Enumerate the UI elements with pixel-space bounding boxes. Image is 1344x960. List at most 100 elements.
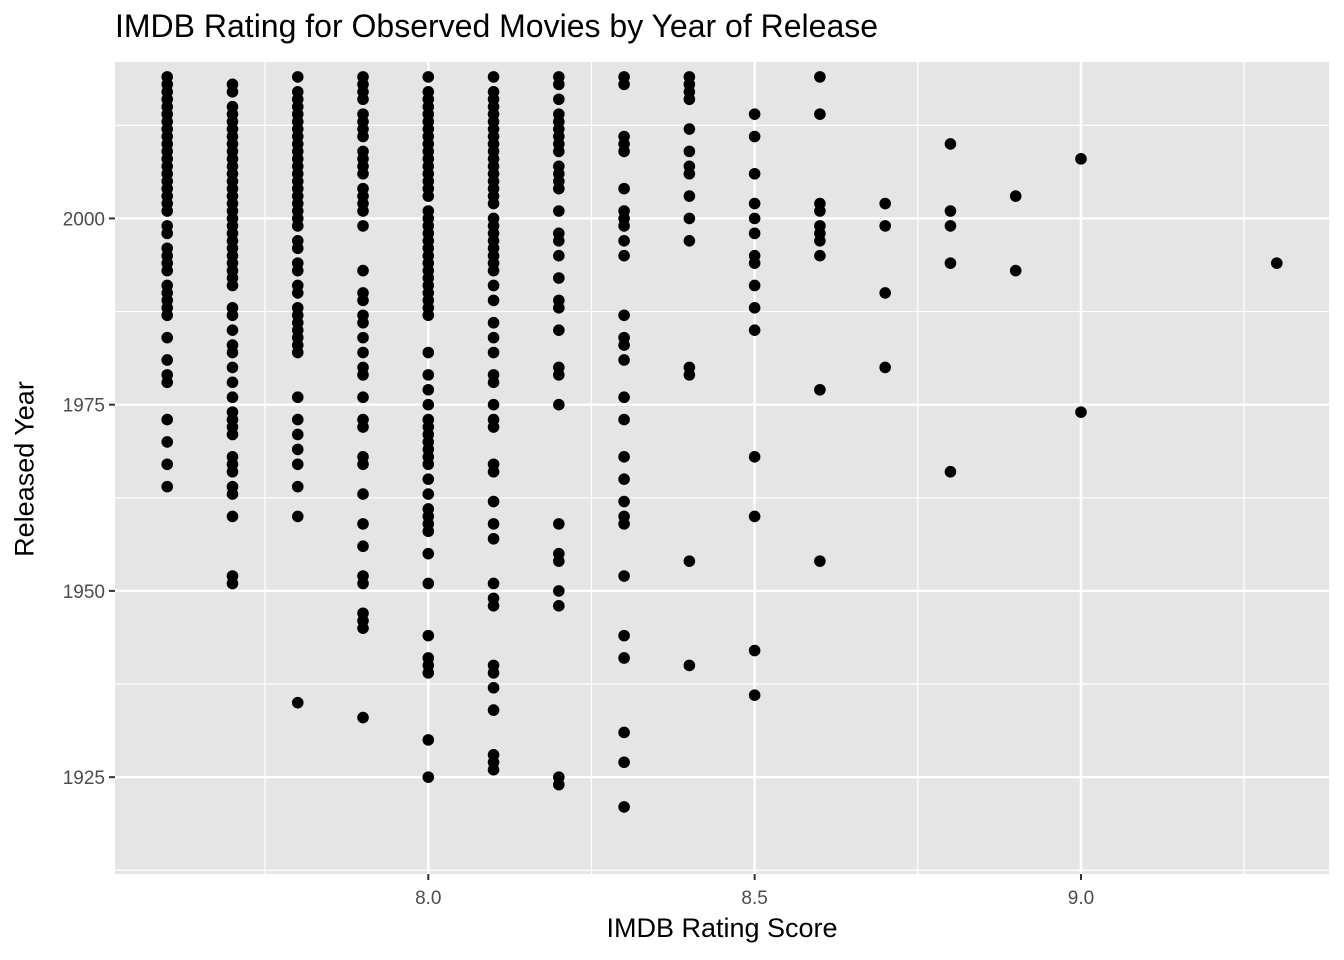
data-point [226, 346, 239, 359]
data-point [1075, 153, 1087, 165]
data-point [553, 778, 565, 791]
data-point [161, 354, 174, 366]
data-point [748, 689, 761, 702]
data-point [422, 473, 435, 485]
data-point [748, 227, 761, 240]
data-point [487, 346, 500, 359]
data-point [683, 93, 696, 106]
data-point [748, 212, 761, 225]
x-axis-ticks: 8.0 8.5 9.0 [415, 874, 1094, 909]
data-point [748, 302, 761, 314]
data-point [487, 376, 500, 389]
minor-gridlines [115, 62, 1329, 874]
data-point [814, 71, 826, 83]
data-point [357, 711, 369, 724]
data-points [161, 71, 1283, 813]
data-point [618, 518, 630, 530]
data-point [291, 458, 304, 471]
data-point [553, 249, 565, 262]
data-point [618, 726, 630, 739]
data-point [226, 324, 239, 336]
data-point [748, 167, 761, 180]
data-point [422, 734, 435, 746]
data-point [422, 383, 435, 396]
data-point [226, 376, 239, 389]
data-point [161, 331, 174, 344]
data-point [422, 346, 435, 359]
data-point [814, 234, 826, 247]
data-point [618, 339, 630, 351]
data-point [226, 85, 239, 98]
data-point [357, 167, 369, 180]
data-point [814, 249, 826, 262]
data-point [618, 652, 630, 664]
data-point [291, 413, 304, 426]
y-tick-label: 2000 [63, 209, 105, 230]
data-point [814, 555, 826, 567]
data-point [422, 458, 435, 471]
data-point [683, 212, 696, 225]
data-point [161, 376, 174, 389]
data-point [879, 197, 891, 210]
data-point [357, 577, 369, 590]
data-point [487, 421, 500, 433]
data-point [357, 540, 369, 553]
data-point [291, 391, 304, 404]
data-point [291, 220, 304, 232]
data-point [618, 182, 630, 195]
x-tick-label: 8.5 [741, 888, 767, 909]
data-point [618, 78, 630, 91]
data-point [291, 242, 304, 255]
data-point [618, 309, 630, 322]
data-point [814, 383, 826, 396]
data-point [683, 167, 696, 180]
data-point [291, 346, 304, 359]
data-point [879, 287, 891, 299]
data-point [553, 518, 565, 530]
data-point [487, 398, 500, 411]
data-point [357, 130, 369, 143]
data-point [161, 436, 174, 448]
data-point [357, 458, 369, 471]
data-point [357, 205, 369, 217]
data-point [814, 205, 826, 217]
data-point [1075, 406, 1087, 418]
y-tick-label: 1925 [63, 768, 105, 789]
data-point [422, 629, 435, 642]
data-point [618, 234, 630, 247]
data-point [161, 205, 174, 217]
y-axis-ticks: 1925 1950 1975 2000 [63, 209, 115, 789]
data-point [422, 577, 435, 590]
data-point [161, 264, 174, 277]
data-point [683, 123, 696, 135]
data-point [487, 279, 500, 292]
data-point [357, 421, 369, 433]
data-point [618, 391, 630, 404]
data-point [487, 518, 500, 530]
data-point [487, 681, 500, 694]
data-point [1009, 264, 1022, 277]
data-point [748, 197, 761, 210]
data-point [618, 451, 630, 463]
data-point [487, 532, 500, 545]
data-point [357, 294, 369, 307]
data-point [944, 465, 957, 478]
data-point [944, 220, 957, 232]
data-point [487, 763, 500, 776]
data-point [879, 220, 891, 232]
data-point [422, 771, 435, 783]
data-point [422, 71, 435, 83]
data-point [487, 495, 500, 508]
data-point [357, 220, 369, 232]
data-point [291, 510, 304, 523]
data-point [618, 570, 630, 582]
data-point [357, 93, 369, 106]
data-point [814, 108, 826, 120]
data-point [618, 413, 630, 426]
data-point [618, 629, 630, 642]
data-point [487, 264, 500, 277]
data-point [422, 398, 435, 411]
data-point [553, 145, 565, 158]
data-point [357, 346, 369, 359]
data-point [422, 667, 435, 679]
